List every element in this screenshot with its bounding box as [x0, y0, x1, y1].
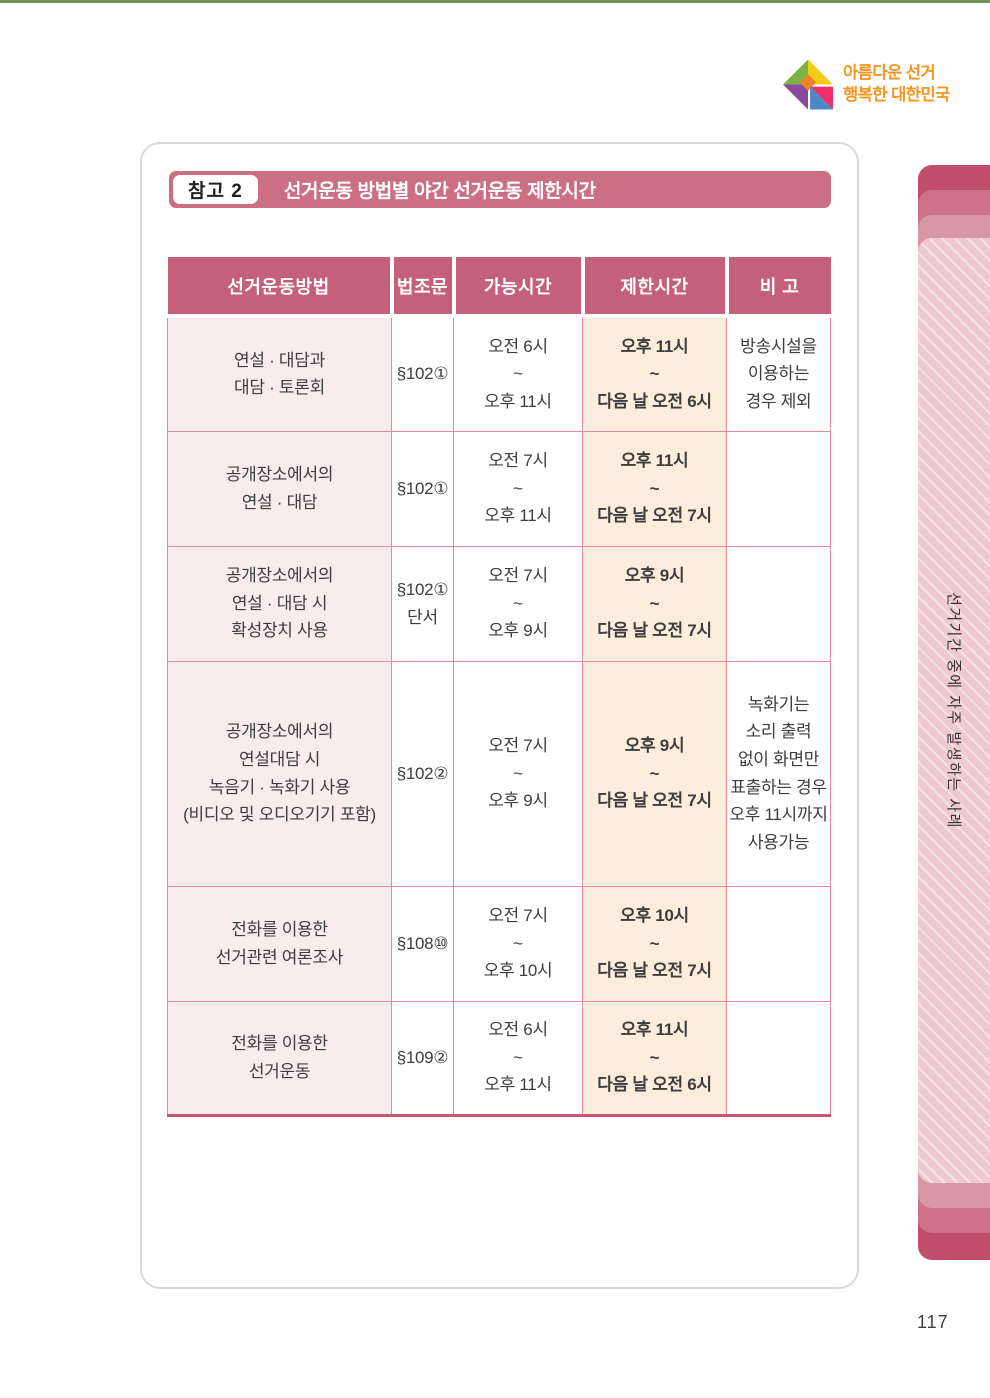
brand-logo: 아름다운 선거 행복한 대한민국 — [782, 57, 950, 112]
section-title: 선거운동 방법별 야간 선거운동 제한시간 — [283, 181, 596, 202]
table-row: 전화를 이용한 선거관련 여론조사 §108⑩ 오전 7시 ~ 오후 10시 오후 10시 ~… — [167, 885, 831, 1002]
column-header-restricted-time: 제한시간 — [580, 257, 727, 318]
cell-allowed-time: 오전 7시 ~ 오후 9시 — [453, 545, 583, 662]
top-border-line — [0, 0, 990, 3]
page-number: 117 — [917, 1312, 949, 1332]
table-wrapper: 선거운동방법 법조문 가능시간 제한시간 비 고 연설 · 대담과 대담 · 토론… — [167, 257, 831, 1117]
side-tab-layer-4 — [918, 238, 990, 1183]
cell-method: 공개장소에서의 연설대담 시 녹음기 · 녹화기 사용 (비디오 및 오디오기기 포함… — [167, 660, 392, 887]
reference-badge: 참고 2 — [173, 175, 258, 204]
cell-restricted-time: 오후 11시 ~ 다음 날 오전 7시 — [582, 430, 727, 547]
table-header: 선거운동방법 법조문 가능시간 제한시간 비 고 — [167, 257, 831, 318]
tangram-logo-icon — [783, 59, 833, 110]
column-header-law: 법조문 — [389, 257, 454, 318]
column-header-allowed-time: 가능시간 — [451, 257, 583, 318]
section-header-bar: 참고 2 선거운동 방법별 야간 선거운동 제한시간 — [169, 171, 831, 208]
brand-logo-text: 아름다운 선거 행복한 대한민국 — [843, 63, 950, 107]
cell-note — [726, 885, 831, 1002]
cell-restricted-time: 오후 11시 ~ 다음 날 오전 6시 — [582, 315, 727, 432]
cell-note — [726, 1000, 831, 1117]
cell-law: §102① 단서 — [391, 545, 454, 662]
table-row: 전화를 이용한 선거운동 §109② 오전 6시 ~ 오후 11시 오후 11시 ~ 다음 날 … — [167, 1000, 831, 1117]
cell-method: 전화를 이용한 선거관련 여론조사 — [167, 885, 392, 1002]
cell-law: §102① — [391, 430, 454, 547]
cell-allowed-time: 오전 6시 ~ 오후 11시 — [453, 1000, 583, 1117]
table-row: 공개장소에서의 연설대담 시 녹음기 · 녹화기 사용 (비디오 및 오디오기기 포함… — [167, 660, 831, 887]
side-tab-label-box: 선거기간 중에 자주 발생하는 사례 — [918, 238, 990, 1183]
cell-method: 공개장소에서의 연설 · 대담 — [167, 430, 392, 547]
cell-restricted-time: 오후 9시 ~ 다음 날 오전 7시 — [582, 545, 727, 662]
cell-note: 방송시설을 이용하는 경우 제외 — [726, 315, 831, 432]
restriction-table: 선거운동방법 법조문 가능시간 제한시간 비 고 연설 · 대담과 대담 · 토론… — [167, 257, 831, 1117]
cell-method: 전화를 이용한 선거운동 — [167, 1000, 392, 1117]
cell-note — [726, 430, 831, 547]
content-card: 참고 2 선거운동 방법별 야간 선거운동 제한시간 선거운동방법 법조문 가능… — [140, 142, 859, 1289]
cell-allowed-time: 오전 7시 ~ 오후 11시 — [453, 430, 583, 547]
brand-logo-line2: 행복한 대한민국 — [843, 85, 950, 104]
column-header-method: 선거운동방법 — [167, 257, 392, 318]
side-tab-label: 선거기간 중에 자주 발생하는 사례 — [944, 592, 962, 829]
column-header-note: 비 고 — [724, 257, 831, 318]
table-body: 연설 · 대담과 대담 · 토론회 §102① 오전 6시 ~ 오후 11시 오후 11시 ~… — [167, 315, 831, 1117]
cell-note: 녹화기는 소리 출력 없이 화면만 표출하는 경우 오후 11시까지 사용가능 — [726, 660, 831, 887]
cell-law: §109② — [391, 1000, 454, 1117]
cell-restricted-time: 오후 9시 ~ 다음 날 오전 7시 — [582, 660, 727, 887]
cell-restricted-time: 오후 11시 ~ 다음 날 오전 6시 — [582, 1000, 727, 1117]
side-tab: 선거기간 중에 자주 발생하는 사례 — [918, 0, 990, 1398]
brand-logo-line1: 아름다운 선거 — [843, 63, 936, 82]
table-row: 공개장소에서의 연설 · 대담 §102① 오전 7시 ~ 오후 11시 오후 11시 ~ 다음… — [167, 430, 831, 547]
table-row: 연설 · 대담과 대담 · 토론회 §102① 오전 6시 ~ 오후 11시 오후 11시 ~… — [167, 315, 831, 432]
cell-law: §108⑩ — [391, 885, 454, 1002]
cell-restricted-time: 오후 10시 ~ 다음 날 오전 7시 — [582, 885, 727, 1002]
cell-allowed-time: 오전 6시 ~ 오후 11시 — [453, 315, 583, 432]
table-row: 공개장소에서의 연설 · 대담 시 확성장치 사용 §102① 단서 오전 7시 ~ 오후 9… — [167, 545, 831, 662]
cell-allowed-time: 오전 7시 ~ 오후 9시 — [453, 660, 583, 887]
cell-allowed-time: 오전 7시 ~ 오후 10시 — [453, 885, 583, 1002]
cell-law: §102② — [391, 660, 454, 887]
cell-note — [726, 545, 831, 662]
cell-law: §102① — [391, 315, 454, 432]
cell-method: 공개장소에서의 연설 · 대담 시 확성장치 사용 — [167, 545, 392, 662]
cell-method: 연설 · 대담과 대담 · 토론회 — [167, 315, 392, 432]
